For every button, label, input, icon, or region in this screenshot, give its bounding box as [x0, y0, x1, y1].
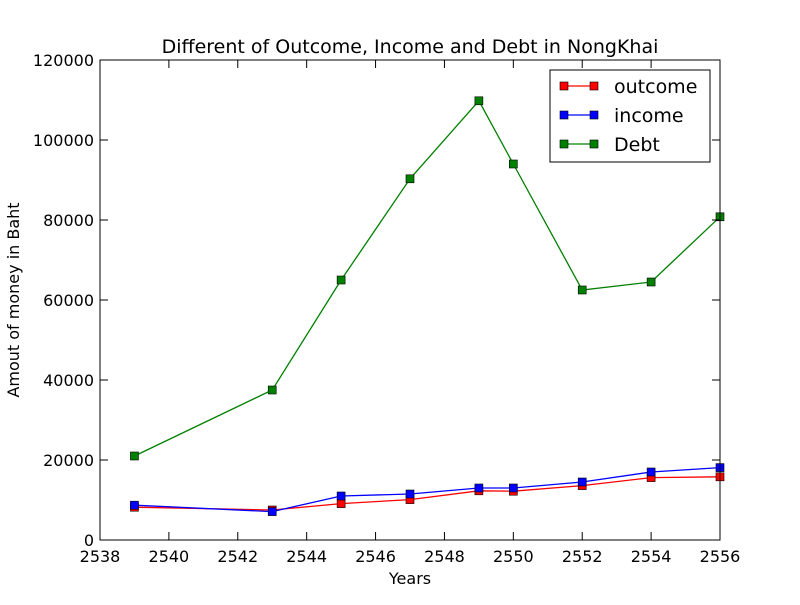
chart-title: Different of Outcome, Income and Debt in… — [162, 36, 659, 58]
data-point-income — [509, 483, 518, 493]
data-point-outcome — [336, 499, 346, 508]
legend-marker-income — [589, 110, 599, 120]
data-point-debt — [509, 159, 518, 169]
x-tick-label: 2546 — [355, 547, 396, 566]
x-tick-label: 2550 — [493, 547, 534, 566]
y-tick-label: 60000 — [43, 291, 94, 310]
legend-entry-outcome: outcome — [559, 76, 697, 98]
data-point-income — [267, 507, 277, 516]
legend-marker-debt — [589, 139, 599, 149]
x-tick-label: 2540 — [149, 547, 190, 566]
legend-label-income: income — [614, 105, 684, 127]
legend: outcome income Debt — [549, 69, 711, 163]
x-tick-label: 2544 — [286, 547, 327, 566]
data-point-debt — [646, 277, 656, 287]
data-point-income — [405, 489, 415, 499]
data-point-debt — [577, 285, 587, 295]
legend-box — [549, 69, 711, 163]
x-tick-label: 2554 — [631, 547, 672, 566]
data-point-income — [577, 477, 587, 487]
x-tick-label: 2542 — [217, 547, 258, 566]
x-tick-label: 2556 — [700, 547, 741, 566]
legend-label-outcome: outcome — [614, 76, 697, 98]
legend-marker-outcome — [589, 81, 599, 91]
legend-marker-outcome — [559, 81, 569, 91]
legend-label-debt: Debt — [614, 134, 660, 156]
ticks-layer: 2538 2540 2542 2544 2546 2548 2550 2552 2554 2556… — [33, 51, 740, 566]
x-tick-label: 2552 — [562, 547, 603, 566]
y-tick-label: 40000 — [43, 371, 94, 390]
y-tick-label: 120000 — [33, 51, 94, 70]
y-axis-label: Amout of money in Baht — [4, 202, 23, 397]
y-tick-label: 20000 — [43, 451, 94, 470]
data-point-debt — [267, 385, 277, 395]
x-tick-label: 2538 — [80, 547, 121, 566]
legend-marker-debt — [559, 139, 569, 149]
y-tick-label: 80000 — [43, 211, 94, 230]
data-point-debt — [474, 96, 484, 106]
legend-entry-income: income — [559, 105, 684, 127]
data-point-debt — [336, 275, 346, 285]
data-point-income — [130, 500, 139, 510]
legend-entry-debt: Debt — [559, 134, 660, 156]
data-point-debt — [130, 451, 139, 461]
x-tick-label: 2548 — [424, 547, 465, 566]
data-point-debt — [405, 174, 415, 184]
data-point-income — [474, 483, 484, 493]
legend-marker-income — [559, 110, 569, 120]
y-tick-label: 0 — [84, 531, 94, 550]
data-point-income — [646, 467, 656, 477]
data-point-income — [336, 491, 346, 501]
y-tick-label: 100000 — [33, 131, 94, 150]
x-axis-label: Years — [388, 569, 431, 588]
